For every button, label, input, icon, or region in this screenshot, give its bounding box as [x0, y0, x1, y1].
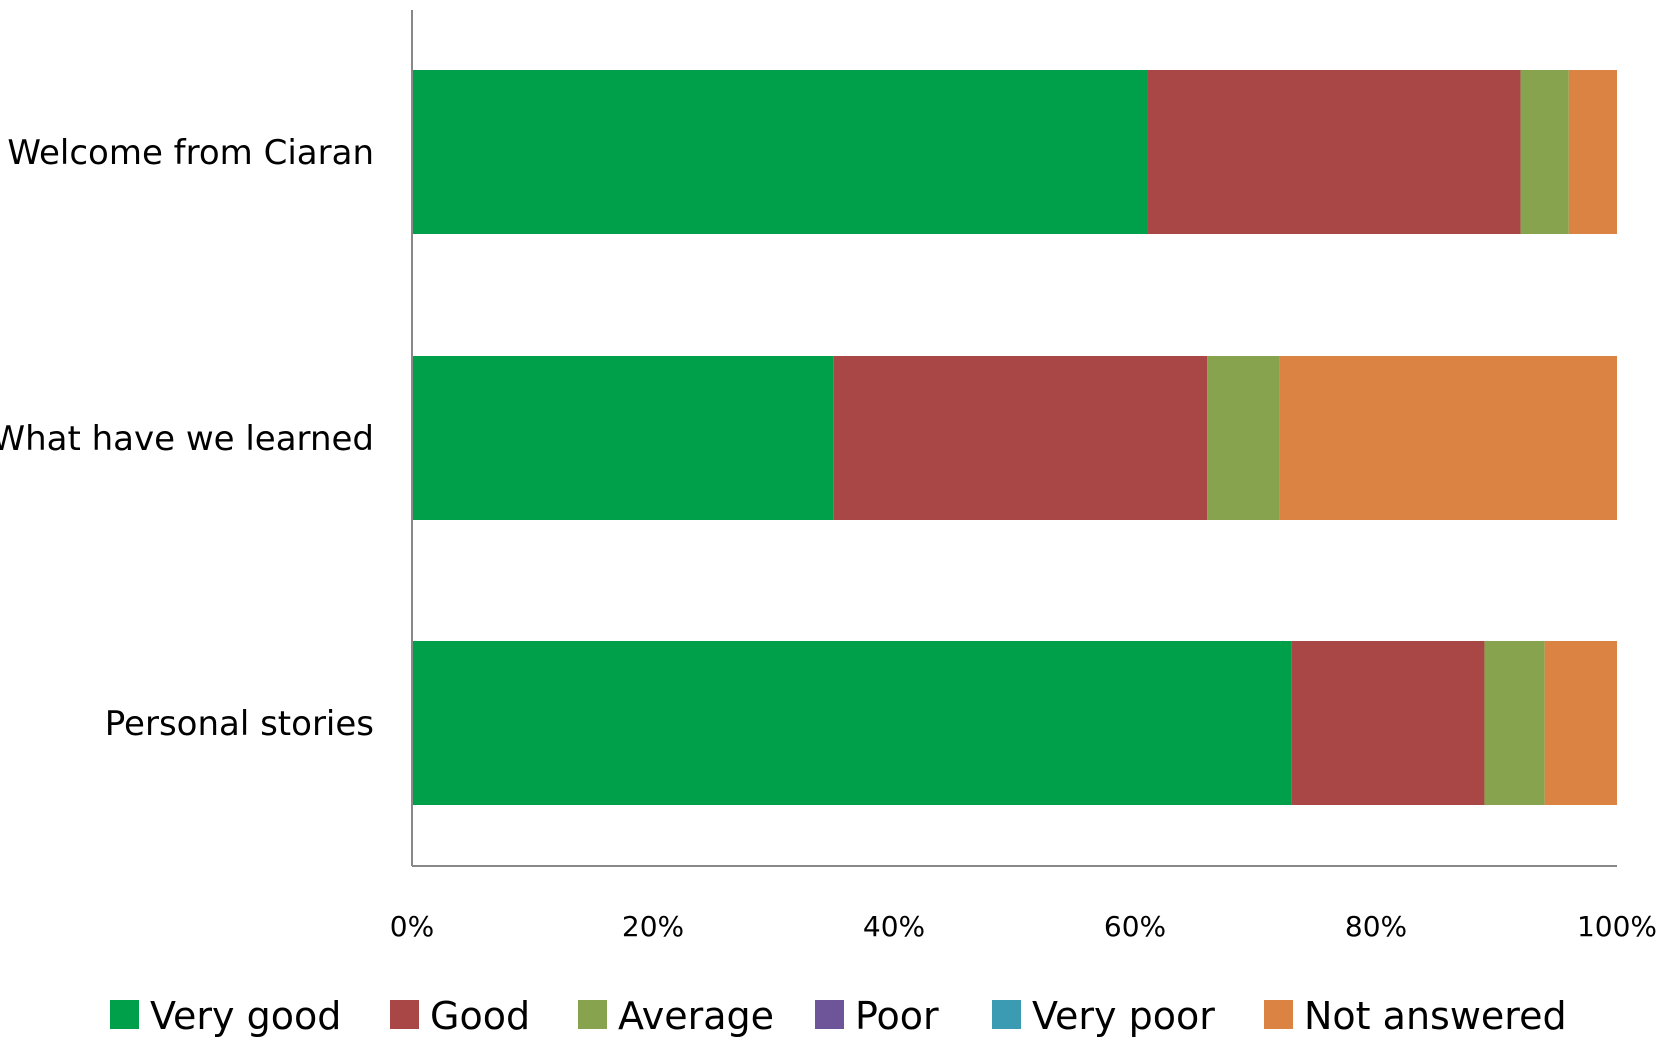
x-tick-label: 40%	[863, 910, 925, 943]
bar-2-series-3	[1207, 356, 1280, 520]
legend-label: Not answered	[1304, 994, 1567, 1038]
bar-1-series-6	[1568, 70, 1617, 234]
bar-1-series-2	[1147, 70, 1521, 234]
legend-label: Poor	[855, 994, 939, 1038]
x-tick-label: 0%	[390, 910, 434, 943]
bar-2-series-2	[833, 356, 1208, 520]
category-label: What have we learned	[0, 419, 374, 459]
x-tick-labels: 0% 20% 40% 60% 80% 100%	[390, 910, 1657, 943]
legend-label: Very good	[150, 994, 341, 1038]
legend-swatch	[992, 1000, 1021, 1029]
category-label: Personal stories	[105, 704, 374, 744]
category-label: Welcome from Ciaran	[7, 133, 374, 173]
category-labels: Welcome from Ciaran What have we learned P…	[0, 133, 374, 744]
bars-group	[412, 70, 1617, 805]
legend-label: Very poor	[1032, 994, 1215, 1038]
bar-3-series-1	[412, 641, 1292, 805]
bar-2-series-6	[1279, 356, 1617, 520]
x-tick-label: 60%	[1104, 910, 1166, 943]
x-tick-label: 20%	[622, 910, 684, 943]
bar-3-series-6	[1544, 641, 1617, 805]
legend-label: Average	[618, 994, 774, 1038]
legend: Very good Good Average Poor Very poor Not ans…	[110, 994, 1567, 1038]
bar-1-series-1	[412, 70, 1148, 234]
legend-label: Good	[430, 994, 530, 1038]
bar-2-series-1	[412, 356, 834, 520]
bar-3-series-2	[1291, 641, 1485, 805]
legend-swatch	[1264, 1000, 1293, 1029]
legend-swatch	[110, 1000, 139, 1029]
x-tick-label: 100%	[1577, 910, 1657, 943]
x-tick-label: 80%	[1345, 910, 1407, 943]
legend-swatch	[390, 1000, 419, 1029]
legend-swatch	[815, 1000, 844, 1029]
legend-swatch	[578, 1000, 607, 1029]
bar-1-series-3	[1520, 70, 1569, 234]
bar-3-series-3	[1484, 641, 1545, 805]
